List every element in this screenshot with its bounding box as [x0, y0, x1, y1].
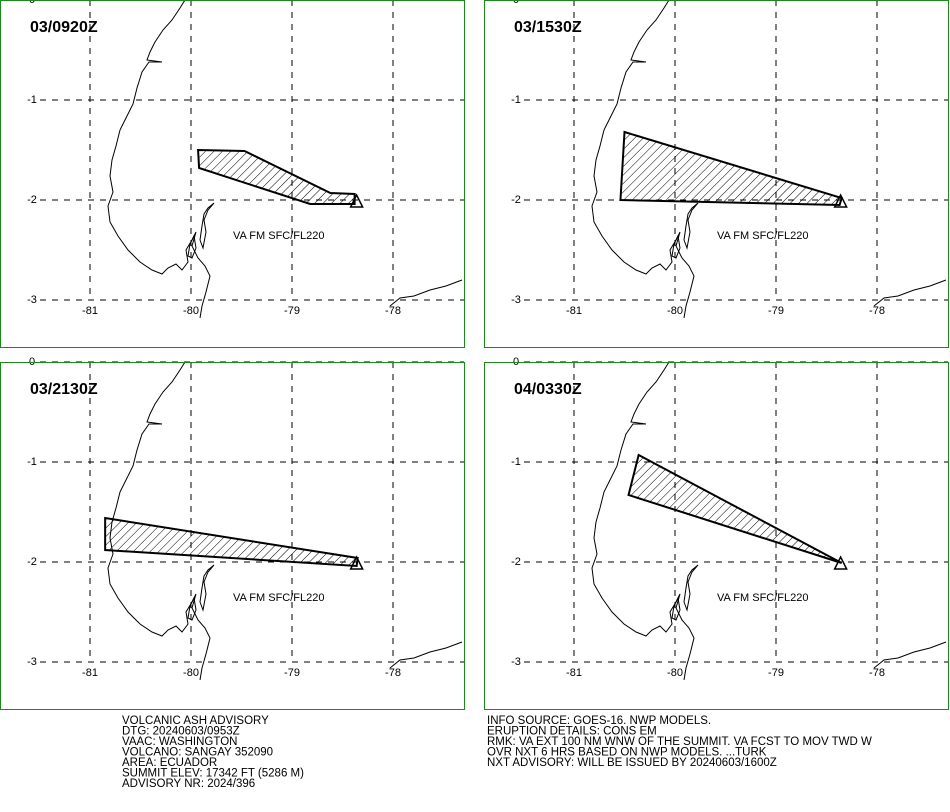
volcano-marker	[833, 555, 848, 570]
panel-border	[0, 362, 465, 710]
panel-border	[0, 0, 465, 348]
lat-tick-label: -3	[511, 656, 521, 668]
footer-line: DTG: 20240603/0953Z	[122, 726, 240, 738]
lon-tick-label: -78	[869, 667, 885, 679]
ash-area	[197, 148, 356, 205]
volcano-marker	[833, 193, 848, 208]
footer-line: INFO SOURCE: GOES-16. NWP MODELS.	[487, 715, 711, 727]
lat-tick-label: -2	[27, 556, 37, 568]
layer-label: VA FM SFC/FL220	[717, 592, 809, 604]
lon-tick-label: -79	[284, 667, 300, 679]
lon-tick-label: -80	[667, 667, 683, 679]
footer-line: VOLCANIC ASH ADVISORY	[122, 715, 269, 727]
panel: -81 -80 -79 -78 0 -1 -2 -3 03/0920Z VA FM SFC/FL2…	[0, 0, 465, 348]
volcano-marker	[349, 555, 364, 570]
lon-tick-label: -78	[869, 305, 885, 317]
footer-line: RMK: VA EXT 100 NM WNW OF THE SUMMIT. VA…	[487, 736, 872, 748]
lat-tick-label: -3	[27, 656, 37, 668]
ash-area	[619, 130, 843, 207]
footer-line: OVR NXT 6 HRS BASED ON NWP MODELS. ...TU…	[487, 747, 767, 759]
lon-tick-label: -79	[284, 305, 300, 317]
lon-tick-label: -79	[768, 667, 784, 679]
lat-tick-label: -3	[511, 294, 521, 306]
lat-tick-label: -1	[27, 94, 37, 106]
lon-tick-label: -81	[82, 667, 98, 679]
lat-tick-label: -2	[27, 194, 37, 206]
lon-tick-label: -81	[566, 305, 582, 317]
footer-line: ERUPTION DETAILS: CONS EM	[487, 726, 657, 738]
volcano-marker	[349, 193, 364, 208]
lat-tick-label: -3	[27, 294, 37, 306]
ash-area	[104, 516, 359, 568]
footer-line: VOLCANO: SANGAY 352090	[122, 747, 273, 759]
footer-line: VAAC: WASHINGTON	[122, 736, 237, 748]
lon-tick-label: -78	[385, 305, 401, 317]
lon-tick-label: -81	[82, 305, 98, 317]
footer-line: AREA: ECUADOR	[122, 757, 217, 769]
panel-border	[484, 362, 949, 710]
lon-tick-label: -79	[768, 305, 784, 317]
panel-time: 03/2130Z	[30, 381, 98, 398]
ash-area	[627, 453, 843, 564]
lat-tick-label: -1	[511, 94, 521, 106]
panel-time: 03/1530Z	[514, 19, 582, 36]
lat-tick-label: -2	[511, 194, 521, 206]
layer-label: VA FM SFC/FL220	[717, 230, 809, 242]
panel: -81 -80 -79 -78 0 -1 -2 -3 03/1530Z VA FM SFC/FL2…	[484, 0, 949, 348]
footer-line: SUMMIT ELEV: 17342 FT (5286 M)	[122, 768, 304, 780]
panel-time: 03/0920Z	[30, 19, 98, 36]
lat-tick-label: 0	[29, 0, 35, 6]
lat-tick-label: -1	[27, 456, 37, 468]
layer-label: VA FM SFC/FL220	[233, 230, 325, 242]
lon-tick-label: -78	[385, 667, 401, 679]
panel: -81 -80 -79 -78 0 -1 -2 -3 04/0330Z VA FM SFC/FL2…	[484, 356, 949, 710]
panel-time: 04/0330Z	[514, 381, 582, 398]
footer-line: ADVISORY NR: 2024/396	[122, 778, 255, 790]
lon-tick-label: -80	[183, 305, 199, 317]
lon-tick-label: -80	[667, 305, 683, 317]
layer-label: VA FM SFC/FL220	[233, 592, 325, 604]
lat-tick-label: -2	[511, 556, 521, 568]
lat-tick-label: -1	[511, 456, 521, 468]
panel: -81 -80 -79 -78 0 -1 -2 -3 03/2130Z VA FM SFC/FL2…	[0, 356, 465, 710]
lon-tick-label: -81	[566, 667, 582, 679]
lat-tick-label: 0	[513, 0, 519, 6]
panel-border	[484, 0, 949, 348]
lon-tick-label: -80	[183, 667, 199, 679]
lat-tick-label: 0	[513, 356, 519, 368]
lat-tick-label: 0	[29, 356, 35, 368]
footer-line: NXT ADVISORY: WILL BE ISSUED BY 20240603…	[487, 757, 777, 769]
